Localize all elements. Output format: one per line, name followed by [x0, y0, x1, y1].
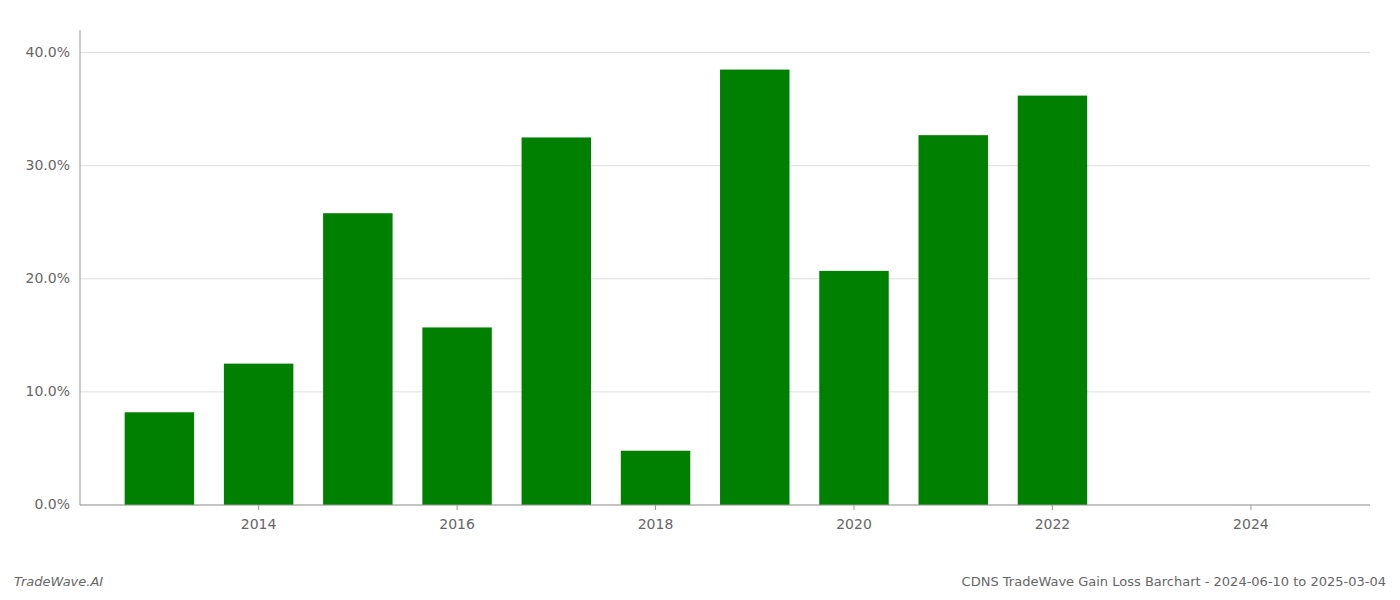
- grid-line: [80, 505, 1370, 506]
- chart-svg: 0.0% 10.0% 20.0% 30.0% 40.0% 2014 2016 2018 2020…: [0, 0, 1400, 600]
- title: CDNS TradeWave Gain Loss Barchart - 2024…: [962, 574, 1386, 589]
- x-tick: [655, 505, 656, 510]
- x-tick: [457, 505, 458, 510]
- x-tick: [1250, 505, 1251, 510]
- y-tick-label: 20.0%: [26, 270, 70, 286]
- x-axis-line: [80, 505, 1370, 506]
- y-tick-label: 30.0%: [26, 157, 70, 173]
- x-tick-label: 2020: [836, 516, 872, 532]
- x-tick-label: 2016: [439, 516, 475, 532]
- bar: [125, 412, 194, 505]
- bar: [422, 327, 491, 505]
- annotation: TradeWave.AI: [14, 574, 103, 589]
- bar: [224, 364, 293, 505]
- y-grid: [80, 53, 1370, 505]
- x-tick: [1052, 505, 1053, 510]
- bar: [522, 137, 591, 505]
- bar: [1018, 96, 1087, 505]
- y-tick-label: 10.0%: [26, 383, 70, 399]
- x-tick: [854, 505, 855, 510]
- y-axis-line: [80, 30, 81, 505]
- y-tick-label: 0.0%: [34, 496, 70, 512]
- x-tick-label: 2022: [1035, 516, 1071, 532]
- x-tick-label: 2024: [1233, 516, 1269, 532]
- bar: [720, 70, 789, 505]
- grid-line: [80, 52, 1370, 53]
- x-tick-labels: 2014 2016 2018 2020 2022 2024: [241, 505, 1269, 532]
- bars: [125, 70, 1088, 505]
- y-tick-label: 40.0%: [26, 44, 70, 60]
- bar: [621, 451, 690, 505]
- x-tick-label: 2014: [241, 516, 277, 532]
- x-tick: [258, 505, 259, 510]
- bar: [919, 135, 988, 505]
- bar: [323, 213, 392, 505]
- x-tick-label: 2018: [638, 516, 674, 532]
- bar: [819, 271, 888, 505]
- chart-container: 0.0% 10.0% 20.0% 30.0% 40.0% 2014 2016 2018 2020…: [0, 0, 1400, 600]
- y-tick-labels: 0.0% 10.0% 20.0% 30.0% 40.0%: [26, 44, 70, 512]
